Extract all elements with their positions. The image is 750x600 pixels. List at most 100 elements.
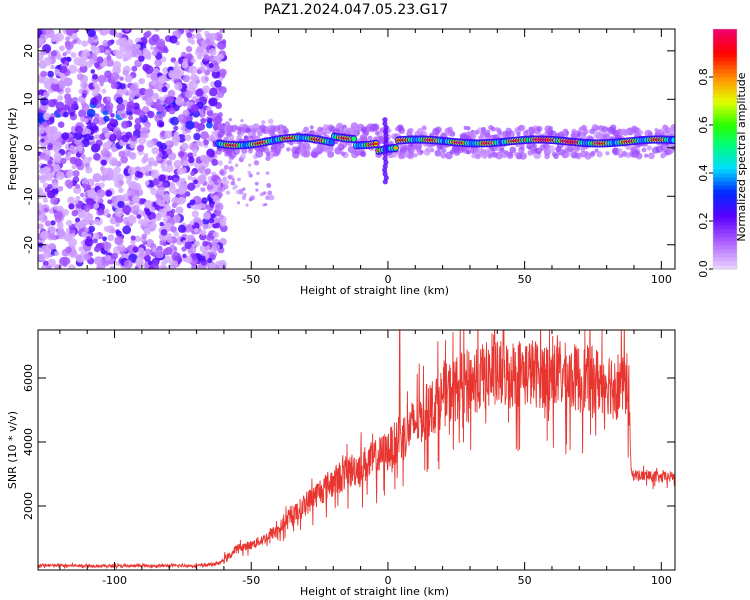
spectrum-cell	[56, 228, 66, 238]
spectrum-cell	[155, 249, 164, 259]
spectrum-cell	[85, 166, 93, 174]
spectrum-cell	[60, 157, 67, 164]
spectrum-cell	[185, 45, 193, 53]
spectrum-cell	[383, 128, 389, 134]
spectrum-cell	[116, 173, 124, 181]
spectrum-cell	[195, 88, 204, 97]
spectrum-cell	[63, 77, 73, 87]
spectrum-cell	[655, 145, 664, 153]
spectrum-cell	[214, 222, 221, 229]
spectrum-cell	[95, 247, 100, 253]
spectrum-cell	[182, 160, 189, 167]
spectrum-cell	[102, 236, 107, 242]
spectrum-cell	[340, 151, 346, 157]
x-tick-label: 100	[651, 574, 672, 587]
spectrum-cell	[206, 109, 214, 117]
spectrum-cell	[110, 72, 120, 81]
spectrum-cell	[245, 203, 249, 207]
spectrum-cell	[225, 190, 231, 195]
spectrum-cell	[115, 96, 124, 105]
colorbar-label: Normalized spectral amplitude	[735, 72, 748, 241]
spectrum-cell	[92, 143, 101, 152]
spectrum-cell	[91, 46, 101, 56]
spectrum-cell	[45, 29, 55, 38]
spectrum-cell	[42, 91, 50, 98]
spectrum-cell	[425, 147, 431, 153]
spectrum-cell	[173, 159, 182, 169]
spectrum-cell	[149, 206, 156, 213]
spectrum-cell	[547, 145, 556, 153]
spectrum-cell	[115, 130, 122, 137]
colorbar-segment	[713, 49, 737, 54]
spectrum-cell	[165, 148, 173, 155]
spectrum-cell	[44, 251, 52, 259]
spectrum-cell	[181, 61, 189, 69]
spectrum-cell	[173, 65, 181, 73]
spectrum-cell	[144, 88, 154, 98]
spectrum-cell	[158, 208, 168, 218]
spectrum-cell	[106, 141, 112, 148]
spectrum-cell	[99, 103, 105, 109]
spectrum-cell	[232, 186, 236, 190]
spectrum-cell	[57, 94, 64, 101]
spectrum-cell	[42, 112, 51, 121]
spectrum-cell	[185, 120, 195, 130]
spectrum-cell	[92, 173, 102, 183]
colorbar-tick-label: 0.2	[697, 212, 710, 230]
colorbar-segment	[713, 101, 737, 106]
spectrum-cell	[74, 158, 83, 167]
spectrum-cell	[183, 97, 189, 103]
colorbar-segment	[713, 121, 737, 126]
spectrum-cell	[197, 175, 206, 184]
spectrum-cell	[123, 51, 133, 61]
spectrum-cell	[318, 147, 325, 154]
spectrum-cell	[247, 170, 251, 175]
spectrum-cell	[164, 246, 173, 255]
spectrum-cell	[154, 58, 163, 67]
spectrum-cell	[42, 260, 49, 267]
spectrum-cell	[382, 148, 389, 154]
spectrum-cell	[322, 131, 328, 137]
spectrum-cell	[647, 152, 655, 160]
spectrum-cell	[107, 39, 114, 46]
spectrum-cell	[96, 56, 104, 64]
spectrum-cell	[50, 64, 55, 70]
colorbar-segment	[713, 145, 737, 150]
spectrum-cell	[91, 233, 100, 241]
spectrum-cell	[131, 195, 140, 203]
x-tick-label: 50	[518, 574, 532, 587]
spectrum-cell	[214, 202, 224, 212]
plot-frame	[37, 28, 676, 270]
spectrum-cell	[157, 152, 163, 158]
spectrum-cell	[51, 187, 60, 195]
spectrum-cell	[596, 151, 603, 158]
spectrum-cell	[82, 183, 88, 189]
spectrum-cell	[148, 161, 154, 167]
spectrum-cell	[181, 246, 187, 252]
spectrum-cell	[38, 223, 44, 230]
spectrum-cell	[590, 150, 596, 156]
spectrum-cell	[130, 235, 136, 241]
spectrum-cell	[161, 86, 168, 93]
spectrum-cell	[593, 126, 599, 131]
spectrum-cell	[78, 246, 84, 252]
spectrum-cell	[466, 126, 471, 131]
spectrum-cell	[48, 116, 55, 123]
spectrum-cell	[177, 150, 185, 158]
spectrum-cell	[160, 228, 168, 236]
spectrum-cell	[174, 82, 183, 91]
spectrum-cell	[248, 197, 253, 202]
colorbar-segment	[713, 217, 737, 222]
spectrum-cell	[200, 255, 206, 261]
spectrum-cell	[405, 150, 414, 159]
spectrum-cell	[152, 102, 158, 108]
spectrum-cell	[147, 110, 155, 119]
spectrum-cell	[144, 254, 151, 262]
spectrum-cell	[203, 54, 210, 61]
spectrum-cell	[171, 196, 180, 205]
spectrum-cell	[158, 199, 166, 207]
spectrum-cell	[208, 262, 216, 269]
spectrum-cell	[93, 194, 101, 202]
colorbar-segment	[713, 265, 737, 270]
